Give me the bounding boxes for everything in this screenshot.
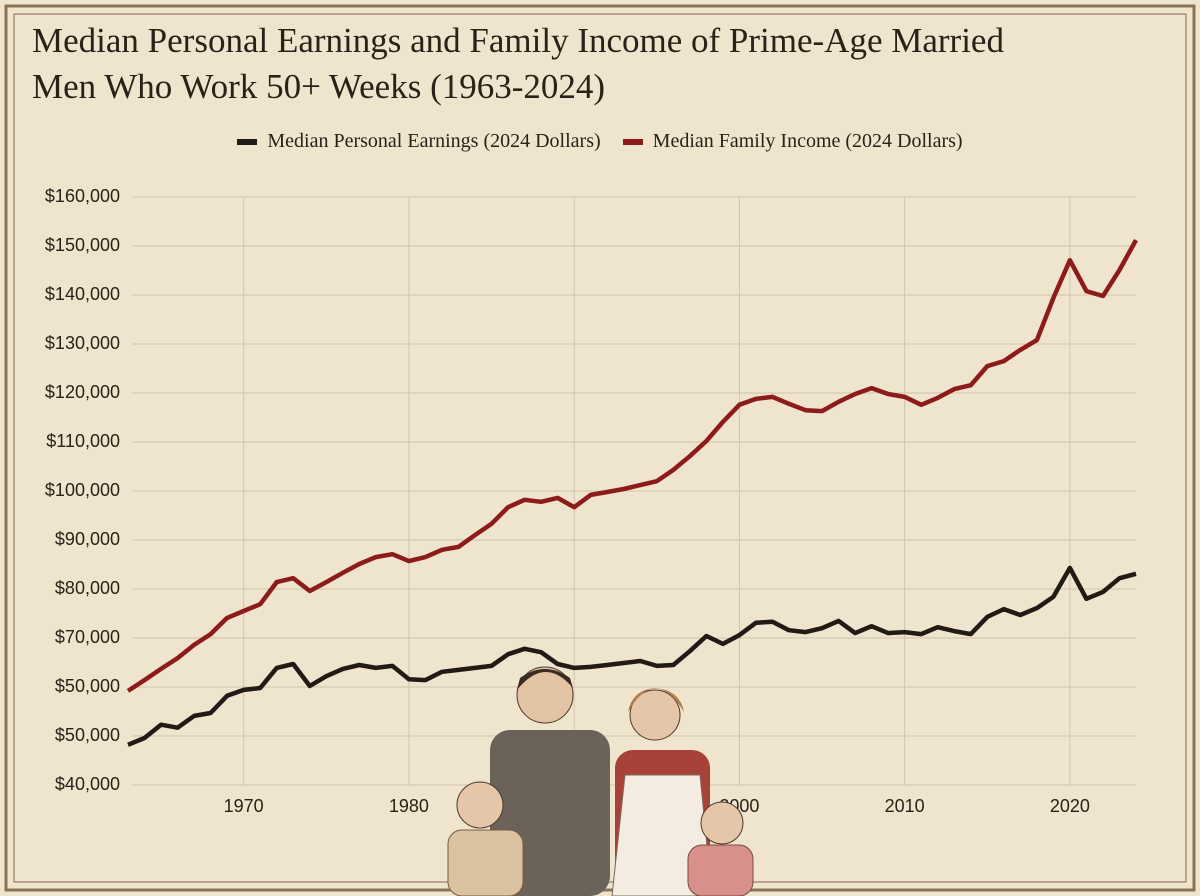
y-tick-label: $130,000: [45, 333, 120, 353]
legend-item: Median Personal Earnings (2024 Dollars): [237, 130, 601, 153]
series-line: [126, 239, 1138, 693]
y-tick-label: $150,000: [45, 235, 120, 255]
x-tick-label: 2020: [1050, 796, 1090, 816]
y-tick-label: $70,000: [55, 627, 120, 647]
y-tick-label: $110,000: [46, 431, 120, 451]
apron: [611, 774, 713, 896]
y-tick-label: $160,000: [45, 186, 120, 206]
y-tick-label: $50,000: [55, 725, 120, 745]
y-tick-label: $140,000: [45, 284, 120, 304]
x-tick-label: 1970: [224, 796, 264, 816]
x-tick-label: 1980: [389, 796, 429, 816]
y-tick-label: $80,000: [55, 578, 120, 598]
woman-head: [629, 689, 681, 741]
plot: $40,000 $50,000 $50,000 $70,000 $80,000 $90,0…: [45, 186, 1138, 816]
series-line: [127, 565, 1137, 747]
x-tick-label: 2010: [885, 796, 925, 816]
y-tick-label: $40,000: [55, 774, 120, 794]
legend: Median Personal Earnings (2024 Dollars) M…: [0, 130, 1200, 153]
legend-label: Median Personal Earnings (2024 Dollars): [267, 130, 601, 152]
legend-swatch: [237, 138, 258, 145]
boy-body: [447, 829, 524, 896]
illustration: [447, 666, 754, 896]
girl-head: [700, 801, 744, 845]
woman-hair: [628, 688, 684, 712]
man-hair: [517, 669, 573, 690]
girl-body: [687, 844, 754, 896]
legend-label: Median Family Income (2024 Dollars): [652, 130, 963, 152]
legend-item: Median Family Income (2024 Dollars): [622, 130, 963, 153]
legend-swatch: [622, 138, 643, 145]
chart-title: Median Personal Earnings and Family Inco…: [32, 21, 1004, 106]
boy-head: [456, 781, 504, 829]
y-tick-label: $50,000: [55, 676, 120, 696]
man-head: [516, 666, 574, 724]
y-tick-label: $90,000: [55, 529, 120, 549]
y-tick-label: $100,000: [45, 480, 120, 500]
y-tick-label: $120,000: [45, 382, 120, 402]
